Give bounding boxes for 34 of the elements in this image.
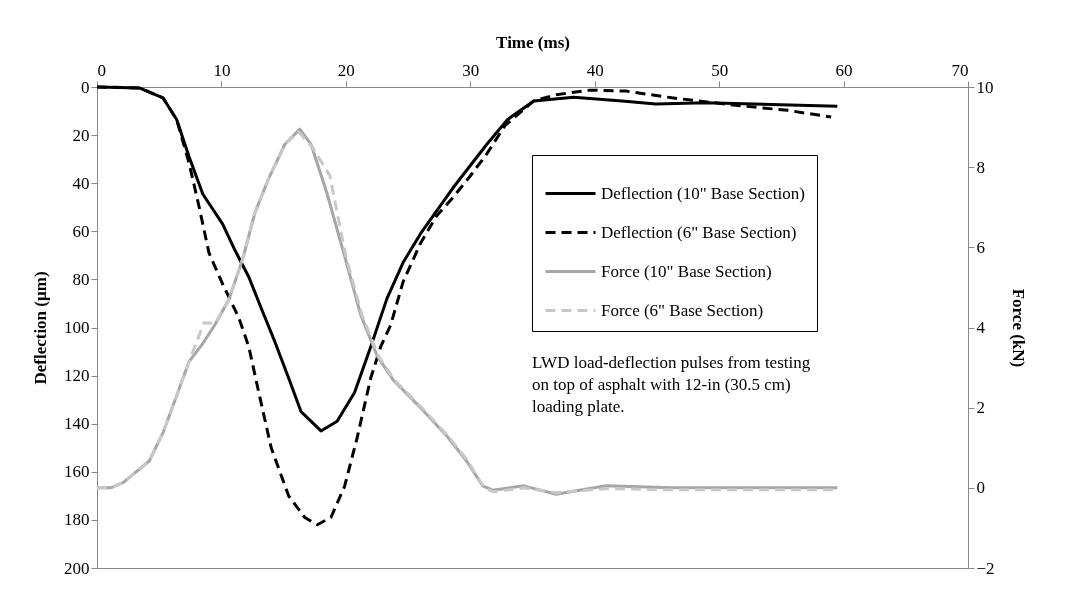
x-tick-label: 40 bbox=[586, 60, 604, 80]
legend-label: Force (6" Base Section) bbox=[601, 300, 764, 320]
legend-label: Deflection (6" Base Section) bbox=[601, 222, 797, 242]
y2-tick-label: 8 bbox=[976, 157, 985, 177]
x-tick-label: 20 bbox=[337, 60, 355, 80]
x-tick-label: 10 bbox=[213, 60, 231, 80]
y-tick-label: 20 bbox=[72, 125, 90, 145]
y-tick-label: 100 bbox=[64, 318, 90, 337]
y2-tick-label: −2 bbox=[976, 558, 995, 578]
y2-tick-label: 4 bbox=[976, 318, 986, 337]
x-tick-label: 0 bbox=[97, 60, 106, 80]
annotation: LWD load-deflection pulses from testing on top of asphalt with 12-in (30.5 cm) loading plate. bbox=[532, 353, 811, 416]
y-tick-label: 120 bbox=[64, 366, 90, 386]
y-tick-label: 140 bbox=[64, 414, 90, 434]
legend-label: Force (10" Base Section) bbox=[601, 261, 772, 281]
x-tick-label: 50 bbox=[711, 60, 729, 80]
y-tick-label: 60 bbox=[72, 221, 90, 241]
legend-label: Deflection (10" Base Section) bbox=[601, 183, 805, 203]
y-tick-label: 0 bbox=[81, 77, 90, 97]
y2-tick-label: 6 bbox=[976, 237, 985, 257]
y-axis-title: Deflection (µm) bbox=[31, 271, 50, 385]
y2-axis-title: Force (kN) bbox=[1008, 288, 1028, 368]
x-tick-label: 60 bbox=[835, 60, 853, 80]
y-tick-label: 160 bbox=[64, 462, 90, 482]
y-tick-label: 80 bbox=[72, 269, 90, 289]
y2-tick-label: 2 bbox=[976, 398, 985, 418]
x-tick-label: 70 bbox=[951, 60, 969, 80]
y-tick-label: 40 bbox=[72, 173, 90, 193]
y2-tick-label: 10 bbox=[976, 77, 994, 97]
y-tick-label: 200 bbox=[64, 558, 90, 578]
y2-tick-label: 0 bbox=[976, 478, 985, 498]
x-tick-label: 30 bbox=[462, 60, 480, 80]
y-tick-label: 180 bbox=[64, 510, 90, 530]
x-axis-title: Time (ms) bbox=[496, 32, 570, 52]
